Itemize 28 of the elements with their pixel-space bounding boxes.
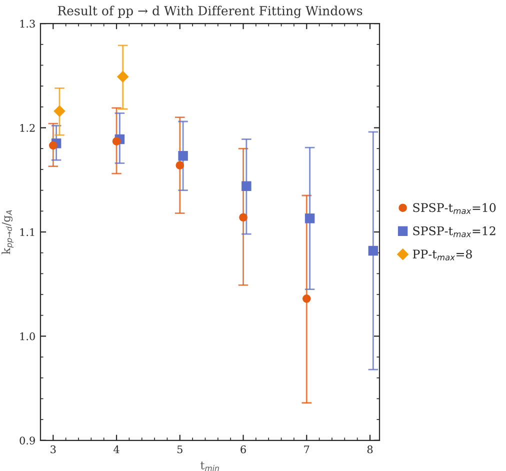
point xyxy=(178,151,188,161)
point xyxy=(112,137,121,146)
legend-label: PP-t$_{max}$=8 xyxy=(412,250,472,260)
point xyxy=(304,214,315,224)
x-tick-label: 6 xyxy=(240,445,246,454)
y-tick-label: 1.0 xyxy=(20,332,35,340)
point xyxy=(176,161,184,170)
x-tick-label: 8 xyxy=(367,445,373,454)
chart-title: Result of pp → d With Different Fitting Windows xyxy=(58,6,362,18)
legend-label: SPSP-t$_{max}$=10 xyxy=(413,203,496,214)
y-tick-label: 1.3 xyxy=(20,20,35,28)
x-tick-label: 5 xyxy=(177,446,182,454)
x-axis-title: t$_{min}$ xyxy=(200,462,219,471)
point xyxy=(117,71,128,82)
y-tick-label: 0.9 xyxy=(20,436,35,444)
point xyxy=(302,294,311,303)
point xyxy=(48,141,58,150)
x-tick-label: 4 xyxy=(114,445,120,454)
point xyxy=(242,181,252,191)
y-tick-label: 1.1 xyxy=(20,228,34,236)
legend-label: SPSP-t$_{max}$=12 xyxy=(413,226,496,238)
point xyxy=(239,213,248,222)
x-tick-label: 3 xyxy=(50,445,56,454)
x-tick-label: 7 xyxy=(304,446,310,454)
y-tick-label: 1.2 xyxy=(20,124,35,132)
point xyxy=(54,105,66,117)
point xyxy=(368,246,378,256)
y-axis-title: k$_{pp→d}$/g$_{A}$ xyxy=(2,210,14,254)
